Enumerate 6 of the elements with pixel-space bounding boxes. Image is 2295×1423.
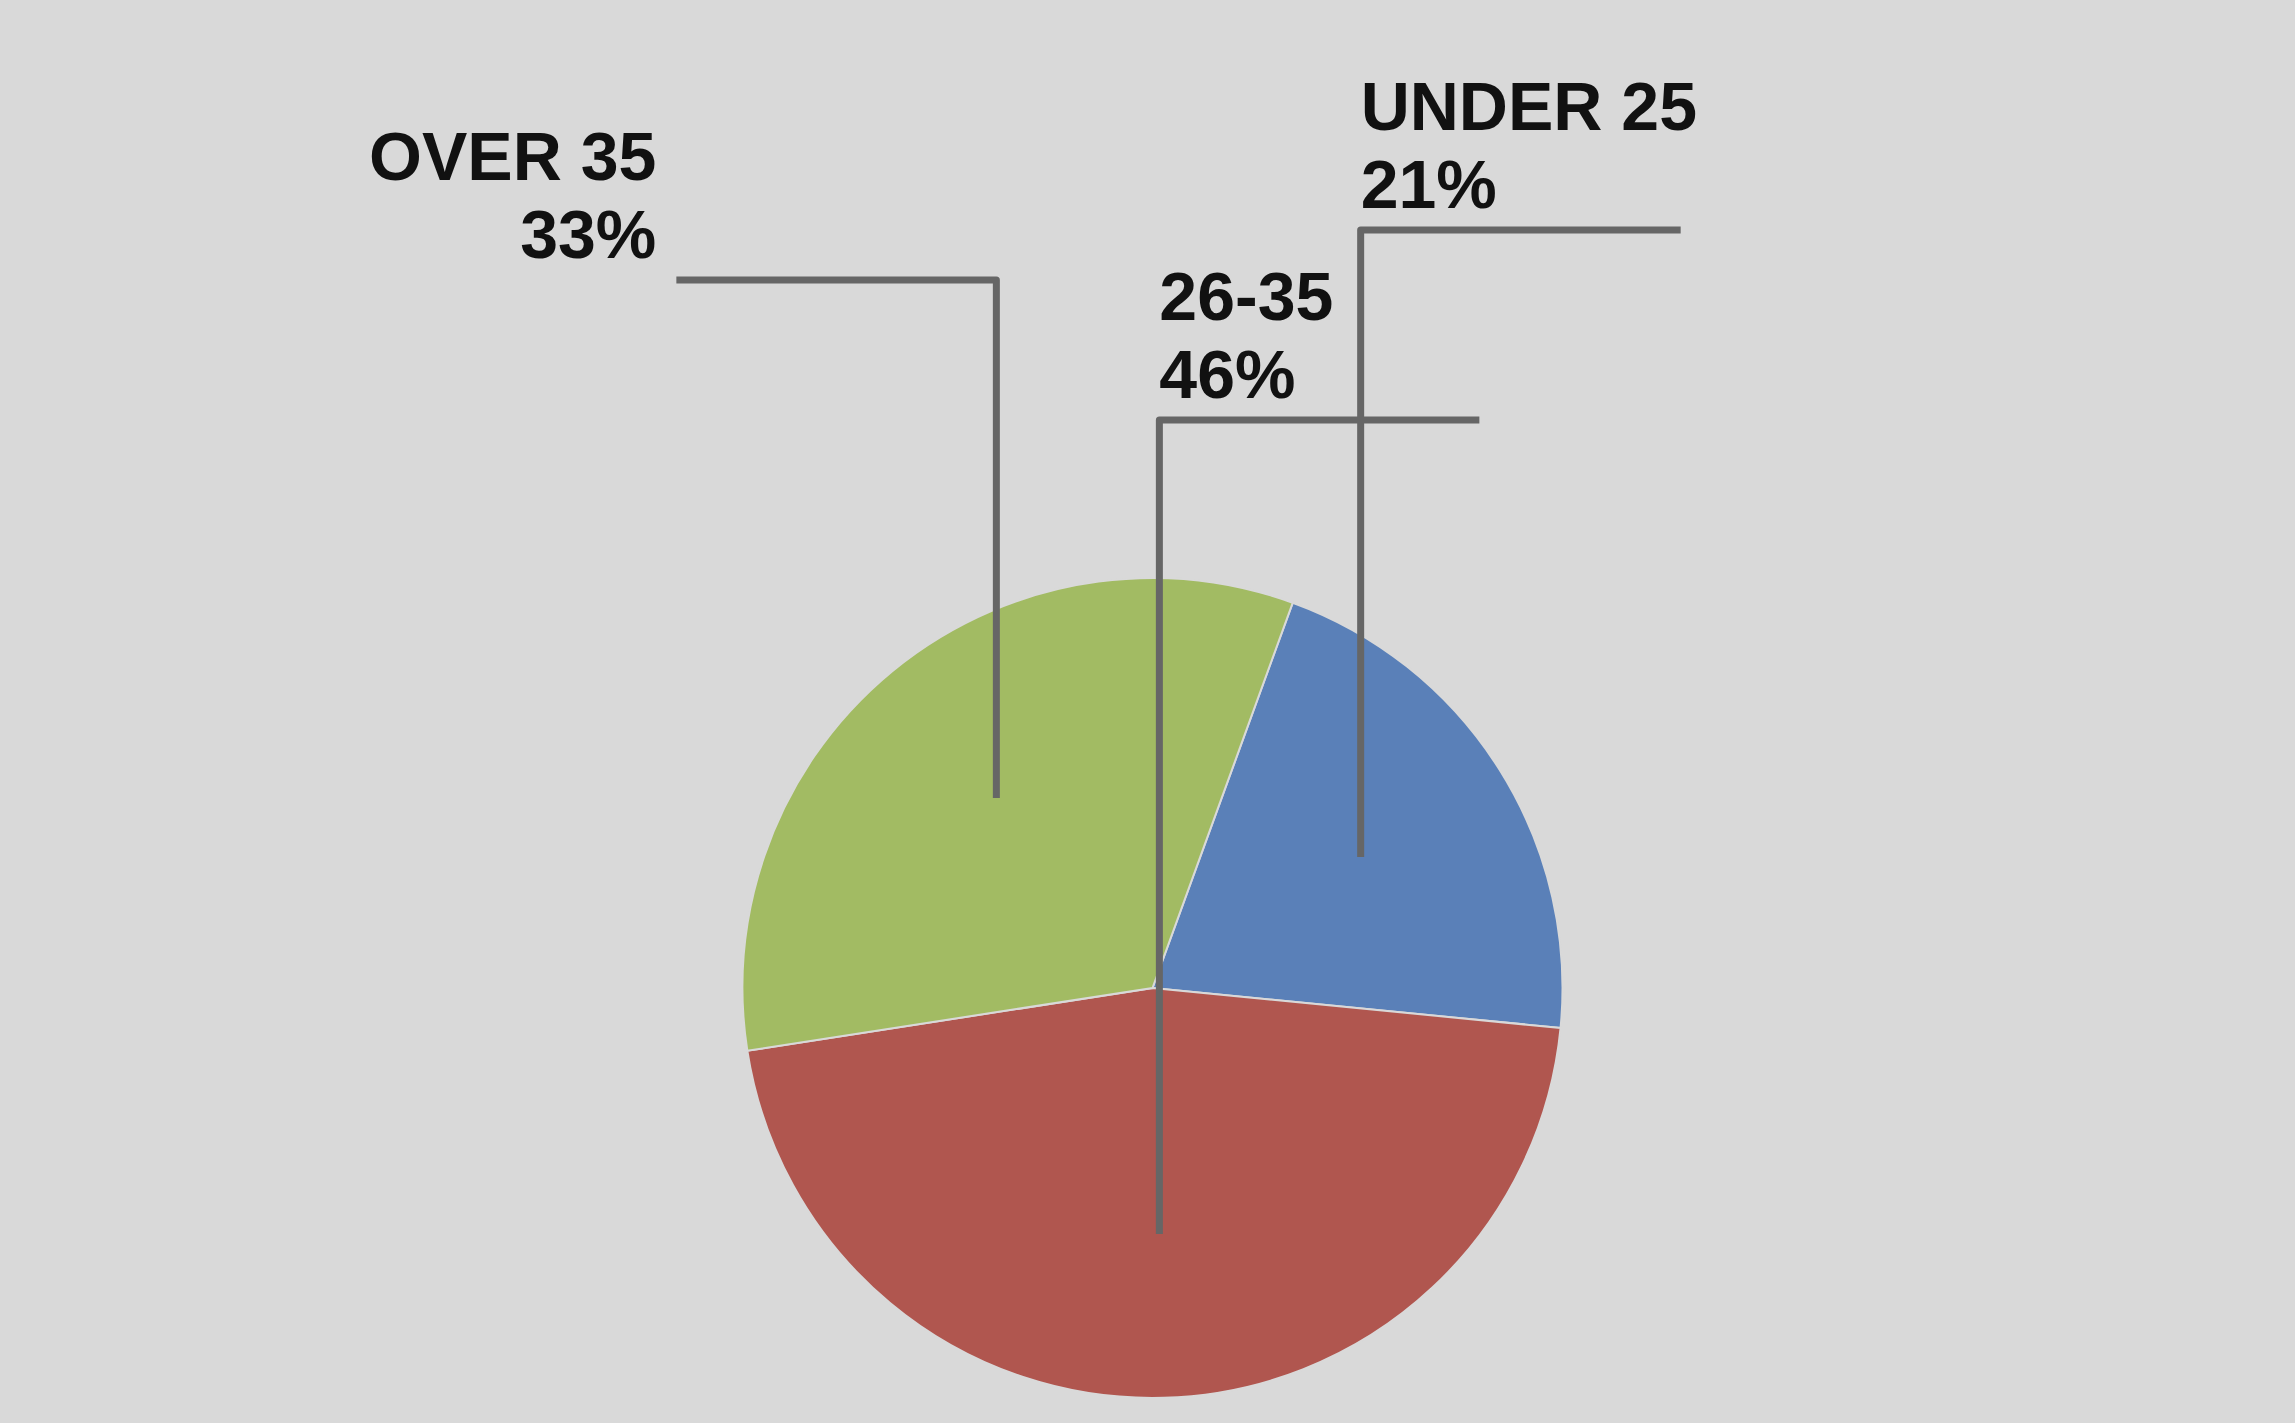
slice-label: OVER 35 bbox=[369, 118, 657, 194]
data-label: 33% bbox=[520, 196, 657, 272]
data-label: 46% bbox=[1159, 336, 1296, 412]
data-label: 21% bbox=[1360, 146, 1497, 222]
slice-label: UNDER 25 bbox=[1360, 68, 1697, 144]
slice-label: 26-35 bbox=[1159, 258, 1334, 334]
